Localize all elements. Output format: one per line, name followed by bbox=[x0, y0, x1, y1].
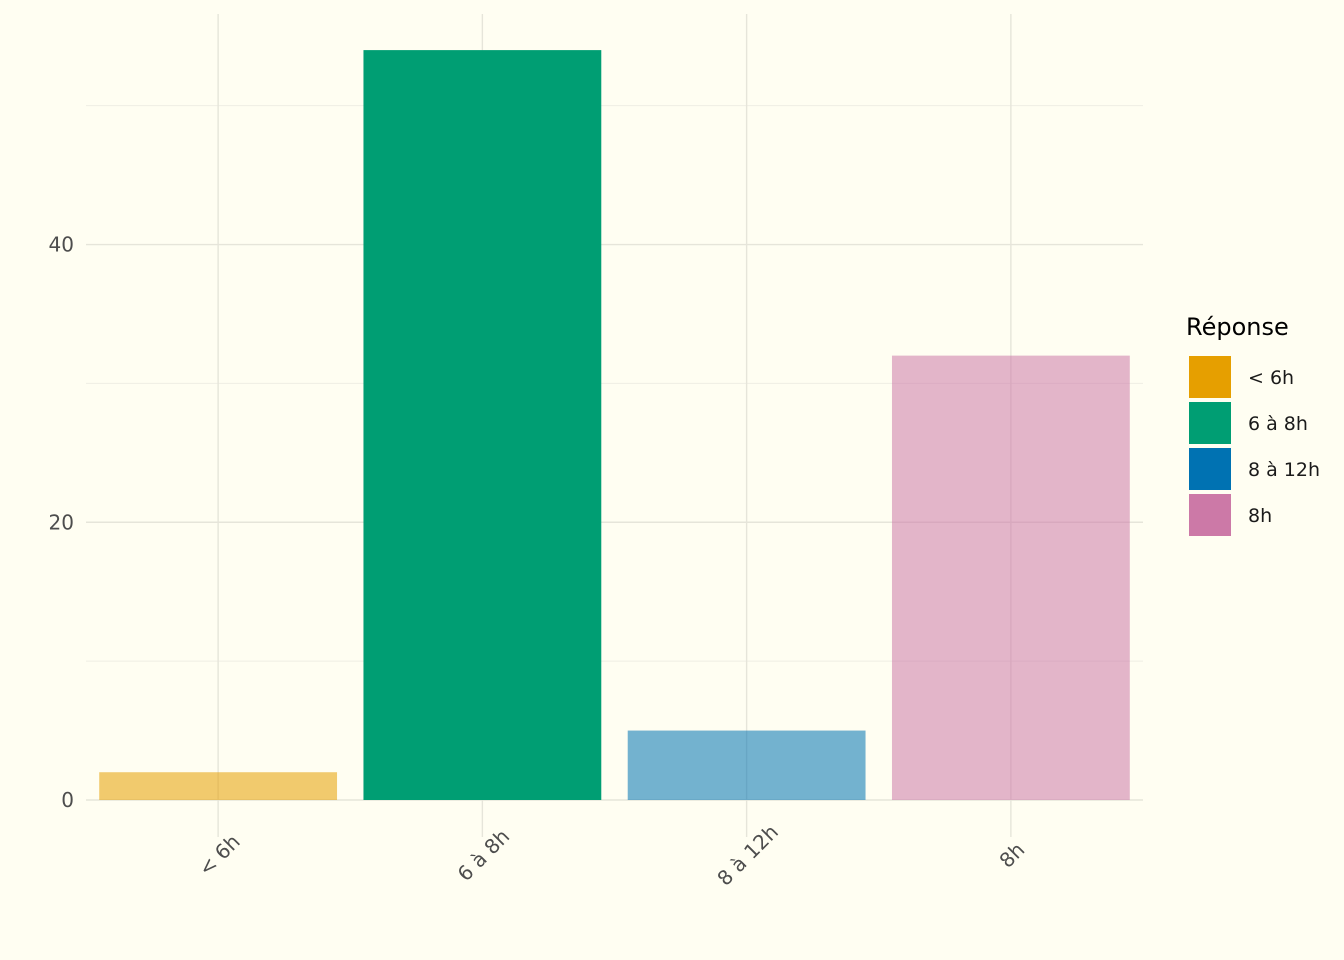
legend: Réponse < 6h 6 à 8h 8 à 12h 8h bbox=[1186, 313, 1320, 536]
x-tick-label: 8h bbox=[994, 838, 1029, 873]
bar bbox=[891, 355, 1130, 800]
x-tick-label: 8 à 12h bbox=[712, 820, 783, 891]
y-tick-label: 20 bbox=[49, 510, 74, 534]
x-tick-label: 6 à 8h bbox=[453, 824, 515, 886]
x-axis-ticks: < 6h 6 à 8h 8 à 12h 8h bbox=[194, 820, 1030, 891]
y-axis-ticks: 0 20 40 bbox=[49, 233, 74, 812]
legend-label: < 6h bbox=[1248, 367, 1294, 389]
bar bbox=[627, 730, 866, 800]
legend-title: Réponse bbox=[1186, 313, 1289, 341]
bar bbox=[99, 772, 338, 800]
y-tick-label: 0 bbox=[61, 788, 74, 812]
y-tick-label: 40 bbox=[49, 233, 74, 257]
x-tick-label: < 6h bbox=[194, 829, 245, 880]
legend-swatch bbox=[1189, 356, 1231, 398]
bar bbox=[363, 50, 602, 800]
legend-swatch bbox=[1189, 494, 1231, 536]
legend-swatch bbox=[1189, 448, 1231, 490]
legend-swatch bbox=[1189, 402, 1231, 444]
legend-label: 6 à 8h bbox=[1248, 413, 1308, 435]
legend-label: 8h bbox=[1248, 505, 1272, 527]
legend-label: 8 à 12h bbox=[1248, 459, 1320, 481]
bars bbox=[99, 50, 1130, 800]
legend-entries: < 6h 6 à 8h 8 à 12h 8h bbox=[1189, 356, 1320, 536]
